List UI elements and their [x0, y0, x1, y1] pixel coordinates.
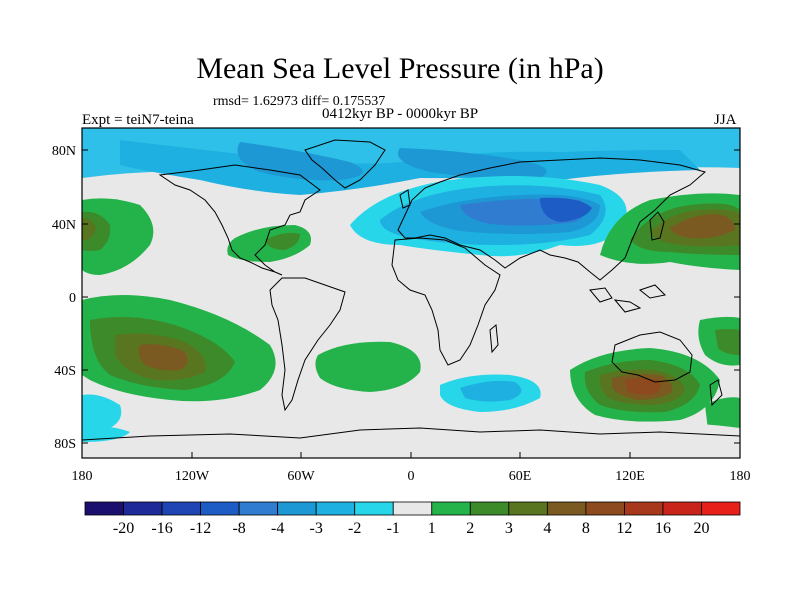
colorbar-label: 20: [693, 520, 709, 537]
lat-label: 80S: [54, 437, 76, 452]
lat-label: 0: [69, 291, 76, 306]
experiment-label: Expt = teiN7-teina: [82, 112, 194, 128]
period-line: 0412kyr BP - 0000kyr BP: [322, 106, 479, 122]
colorbar-label: -16: [151, 520, 172, 537]
colorbar-swatch: [469, 501, 510, 516]
lon-label: 60E: [509, 469, 532, 484]
colorbar-label: -3: [310, 520, 323, 537]
colorbar-swatch: [315, 501, 356, 516]
lon-label: 60W: [287, 469, 315, 484]
season-label: JJA: [714, 112, 737, 128]
anomaly-field: [82, 128, 740, 458]
colorbar-label: 12: [616, 520, 632, 537]
lon-label: 180: [730, 469, 751, 484]
colorbar-label: 3: [505, 520, 513, 537]
lon-label: 120W: [175, 469, 210, 484]
lon-label: 0: [408, 469, 415, 484]
lon-label: 120E: [615, 469, 645, 484]
colorbar-label: 16: [655, 520, 671, 537]
lon-label: 180: [72, 469, 93, 484]
colorbar-label: 4: [543, 520, 551, 537]
colorbar-swatch: [701, 501, 741, 516]
colorbar-swatch: [200, 501, 240, 516]
lat-label: 40S: [54, 364, 76, 379]
colorbar-swatch: [123, 501, 163, 516]
colorbar-label: -1: [387, 520, 400, 537]
colorbar-label: -12: [190, 520, 211, 537]
colorbar-swatch: [431, 501, 471, 516]
colorbar-swatch: [238, 501, 279, 516]
colorbar-label: 1: [428, 520, 436, 537]
colorbar-swatch: [508, 501, 548, 516]
colorbar-swatch: [84, 501, 124, 516]
colorbar-label: -2: [348, 520, 361, 537]
colorbar-label: 2: [466, 520, 474, 537]
colorbar-label: -8: [232, 520, 245, 537]
stats-line: rmsd= 1.62973 diff= 0.175537: [213, 94, 386, 109]
colorbar-swatch: [392, 501, 433, 516]
colorbar-label: 8: [582, 520, 590, 537]
colorbar-label: -20: [113, 520, 134, 537]
colorbar-swatch: [161, 501, 201, 516]
lat-label: 80N: [52, 144, 76, 159]
axis-ticks: [81, 149, 741, 458]
colorbar-swatch: [546, 501, 587, 516]
coastlines: [82, 139, 740, 441]
lat-label: 40N: [52, 218, 76, 233]
colorbar-swatch: [585, 501, 625, 516]
chart-title: Mean Sea Level Pressure (in hPa): [196, 52, 604, 85]
colorbar: -20 -16 -12 -8 -4 -3 -2 -1 1 2 3 4 8 12 16 20: [84, 501, 741, 537]
colorbar-swatch: [662, 501, 702, 516]
colorbar-label: -4: [271, 520, 284, 537]
colorbar-swatch: [354, 501, 394, 516]
colorbar-swatch: [277, 501, 317, 516]
colorbar-swatch: [624, 501, 664, 516]
